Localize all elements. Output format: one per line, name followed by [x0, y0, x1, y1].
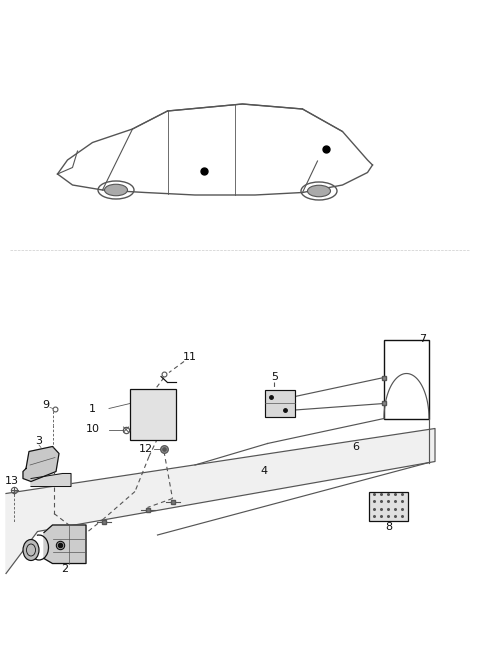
Ellipse shape [23, 540, 39, 561]
Text: 11: 11 [183, 352, 197, 362]
Text: 4: 4 [261, 466, 267, 476]
Polygon shape [23, 447, 59, 481]
Text: 7: 7 [419, 333, 426, 343]
Text: 8: 8 [385, 521, 392, 531]
Ellipse shape [105, 184, 128, 196]
Text: 3: 3 [36, 436, 43, 447]
Polygon shape [44, 525, 86, 563]
Bar [384, 339, 429, 419]
Bar [369, 491, 408, 521]
Text: 6: 6 [352, 441, 360, 451]
Text: 13: 13 [5, 476, 19, 487]
Text: 5: 5 [272, 373, 278, 383]
FancyBboxPatch shape [130, 388, 176, 440]
Polygon shape [6, 428, 435, 574]
Text: 2: 2 [61, 563, 69, 574]
FancyBboxPatch shape [265, 390, 295, 417]
Polygon shape [31, 474, 71, 487]
Text: 10: 10 [85, 424, 99, 434]
Ellipse shape [308, 185, 331, 196]
Text: 9: 9 [42, 400, 49, 410]
Text: 1: 1 [89, 403, 96, 413]
Text: 12: 12 [138, 443, 153, 453]
